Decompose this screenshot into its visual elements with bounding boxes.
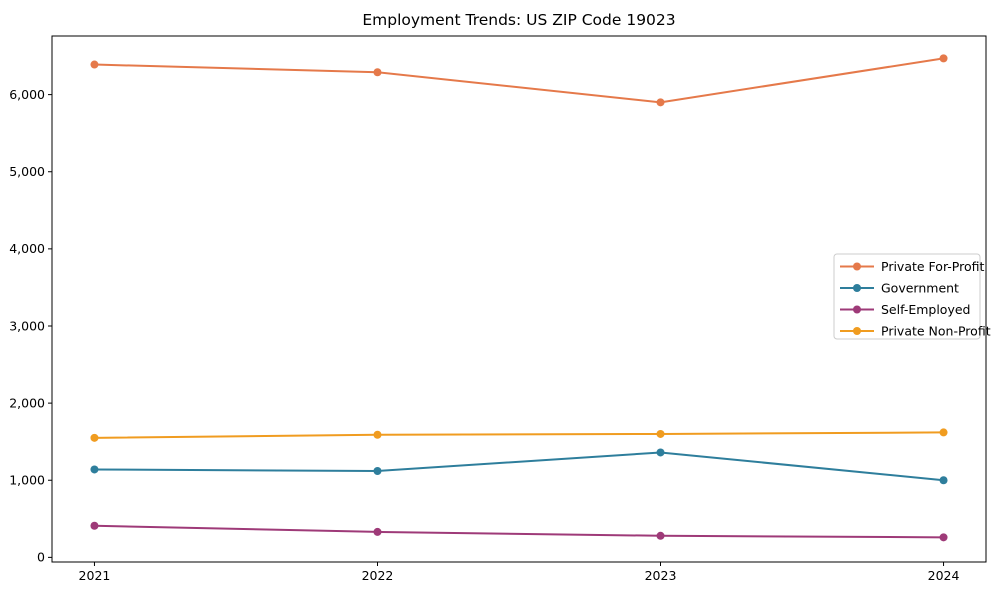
- legend-item-private-non-profit: Private Non-Profit: [840, 323, 991, 338]
- y-axis-tick-label: 4,000: [9, 241, 45, 256]
- data-point-private-non-profit-2024: [939, 428, 948, 437]
- series-line-private-non-profit: [93, 431, 945, 439]
- series-private-non-profit: [90, 428, 948, 442]
- data-point-private-for-profit-2022: [373, 68, 382, 77]
- legend-marker-government: [853, 284, 861, 292]
- legend-marker-self-employed: [853, 305, 861, 314]
- data-point-self-employed-2022: [373, 527, 382, 536]
- data-point-government-2024: [939, 476, 948, 485]
- legend-label: Private Non-Profit: [881, 323, 991, 338]
- legend-box: [833, 253, 981, 340]
- plot-area: [51, 35, 987, 563]
- legend-item-private-for-profit: Private For-Profit: [840, 259, 984, 274]
- data-point-private-non-profit-2021: [90, 433, 99, 442]
- data-point-government-2023: [656, 448, 665, 457]
- legend-marker-private-for-profit: [853, 262, 861, 271]
- y-axis-tick-label: 6,000: [9, 87, 45, 102]
- legend-item-government: Government: [840, 280, 959, 295]
- y-axis-tick-label: 1,000: [9, 473, 45, 488]
- chart-title: Employment Trends: US ZIP Code 19023: [362, 11, 675, 29]
- data-point-private-non-profit-2022: [373, 430, 382, 439]
- series-line-government: [93, 451, 945, 482]
- data-point-private-for-profit-2024: [939, 54, 948, 63]
- data-point-private-for-profit-2021: [90, 60, 99, 69]
- legend-item-self-employed: Self-Employed: [840, 302, 970, 317]
- series-line-self-employed: [93, 524, 945, 539]
- x-axis-tick-label: 2024: [928, 568, 960, 583]
- series-government: [90, 448, 948, 485]
- data-point-self-employed-2024: [939, 533, 948, 542]
- data-point-self-employed-2021: [90, 521, 99, 530]
- y-axis-tick-label: 2,000: [9, 395, 45, 410]
- x-axis-tick-label: 2022: [362, 568, 394, 583]
- data-point-self-employed-2023: [656, 531, 665, 540]
- legend: Private For-Profit Government Self-Employe…: [833, 253, 991, 340]
- legend-label: Self-Employed: [881, 302, 970, 317]
- legend-marker-private-non-profit: [853, 327, 861, 335]
- data-point-government-2021: [90, 465, 99, 474]
- series-self-employed: [90, 521, 948, 542]
- x-axis-tick-label: 2021: [79, 568, 111, 583]
- y-axis-tick-label: 3,000: [9, 318, 45, 333]
- data-point-private-for-profit-2023: [656, 98, 665, 107]
- legend-label: Government: [881, 280, 959, 295]
- series-line-private-for-profit: [93, 57, 945, 104]
- x-axis-tick-label: 2023: [645, 568, 677, 583]
- legend-label: Private For-Profit: [881, 259, 984, 274]
- series-private-for-profit: [90, 54, 948, 107]
- y-axis-tick-label: 5,000: [9, 164, 45, 179]
- data-point-government-2022: [373, 466, 382, 475]
- data-point-private-non-profit-2023: [656, 429, 665, 438]
- y-axis-tick-label: 0: [37, 550, 45, 565]
